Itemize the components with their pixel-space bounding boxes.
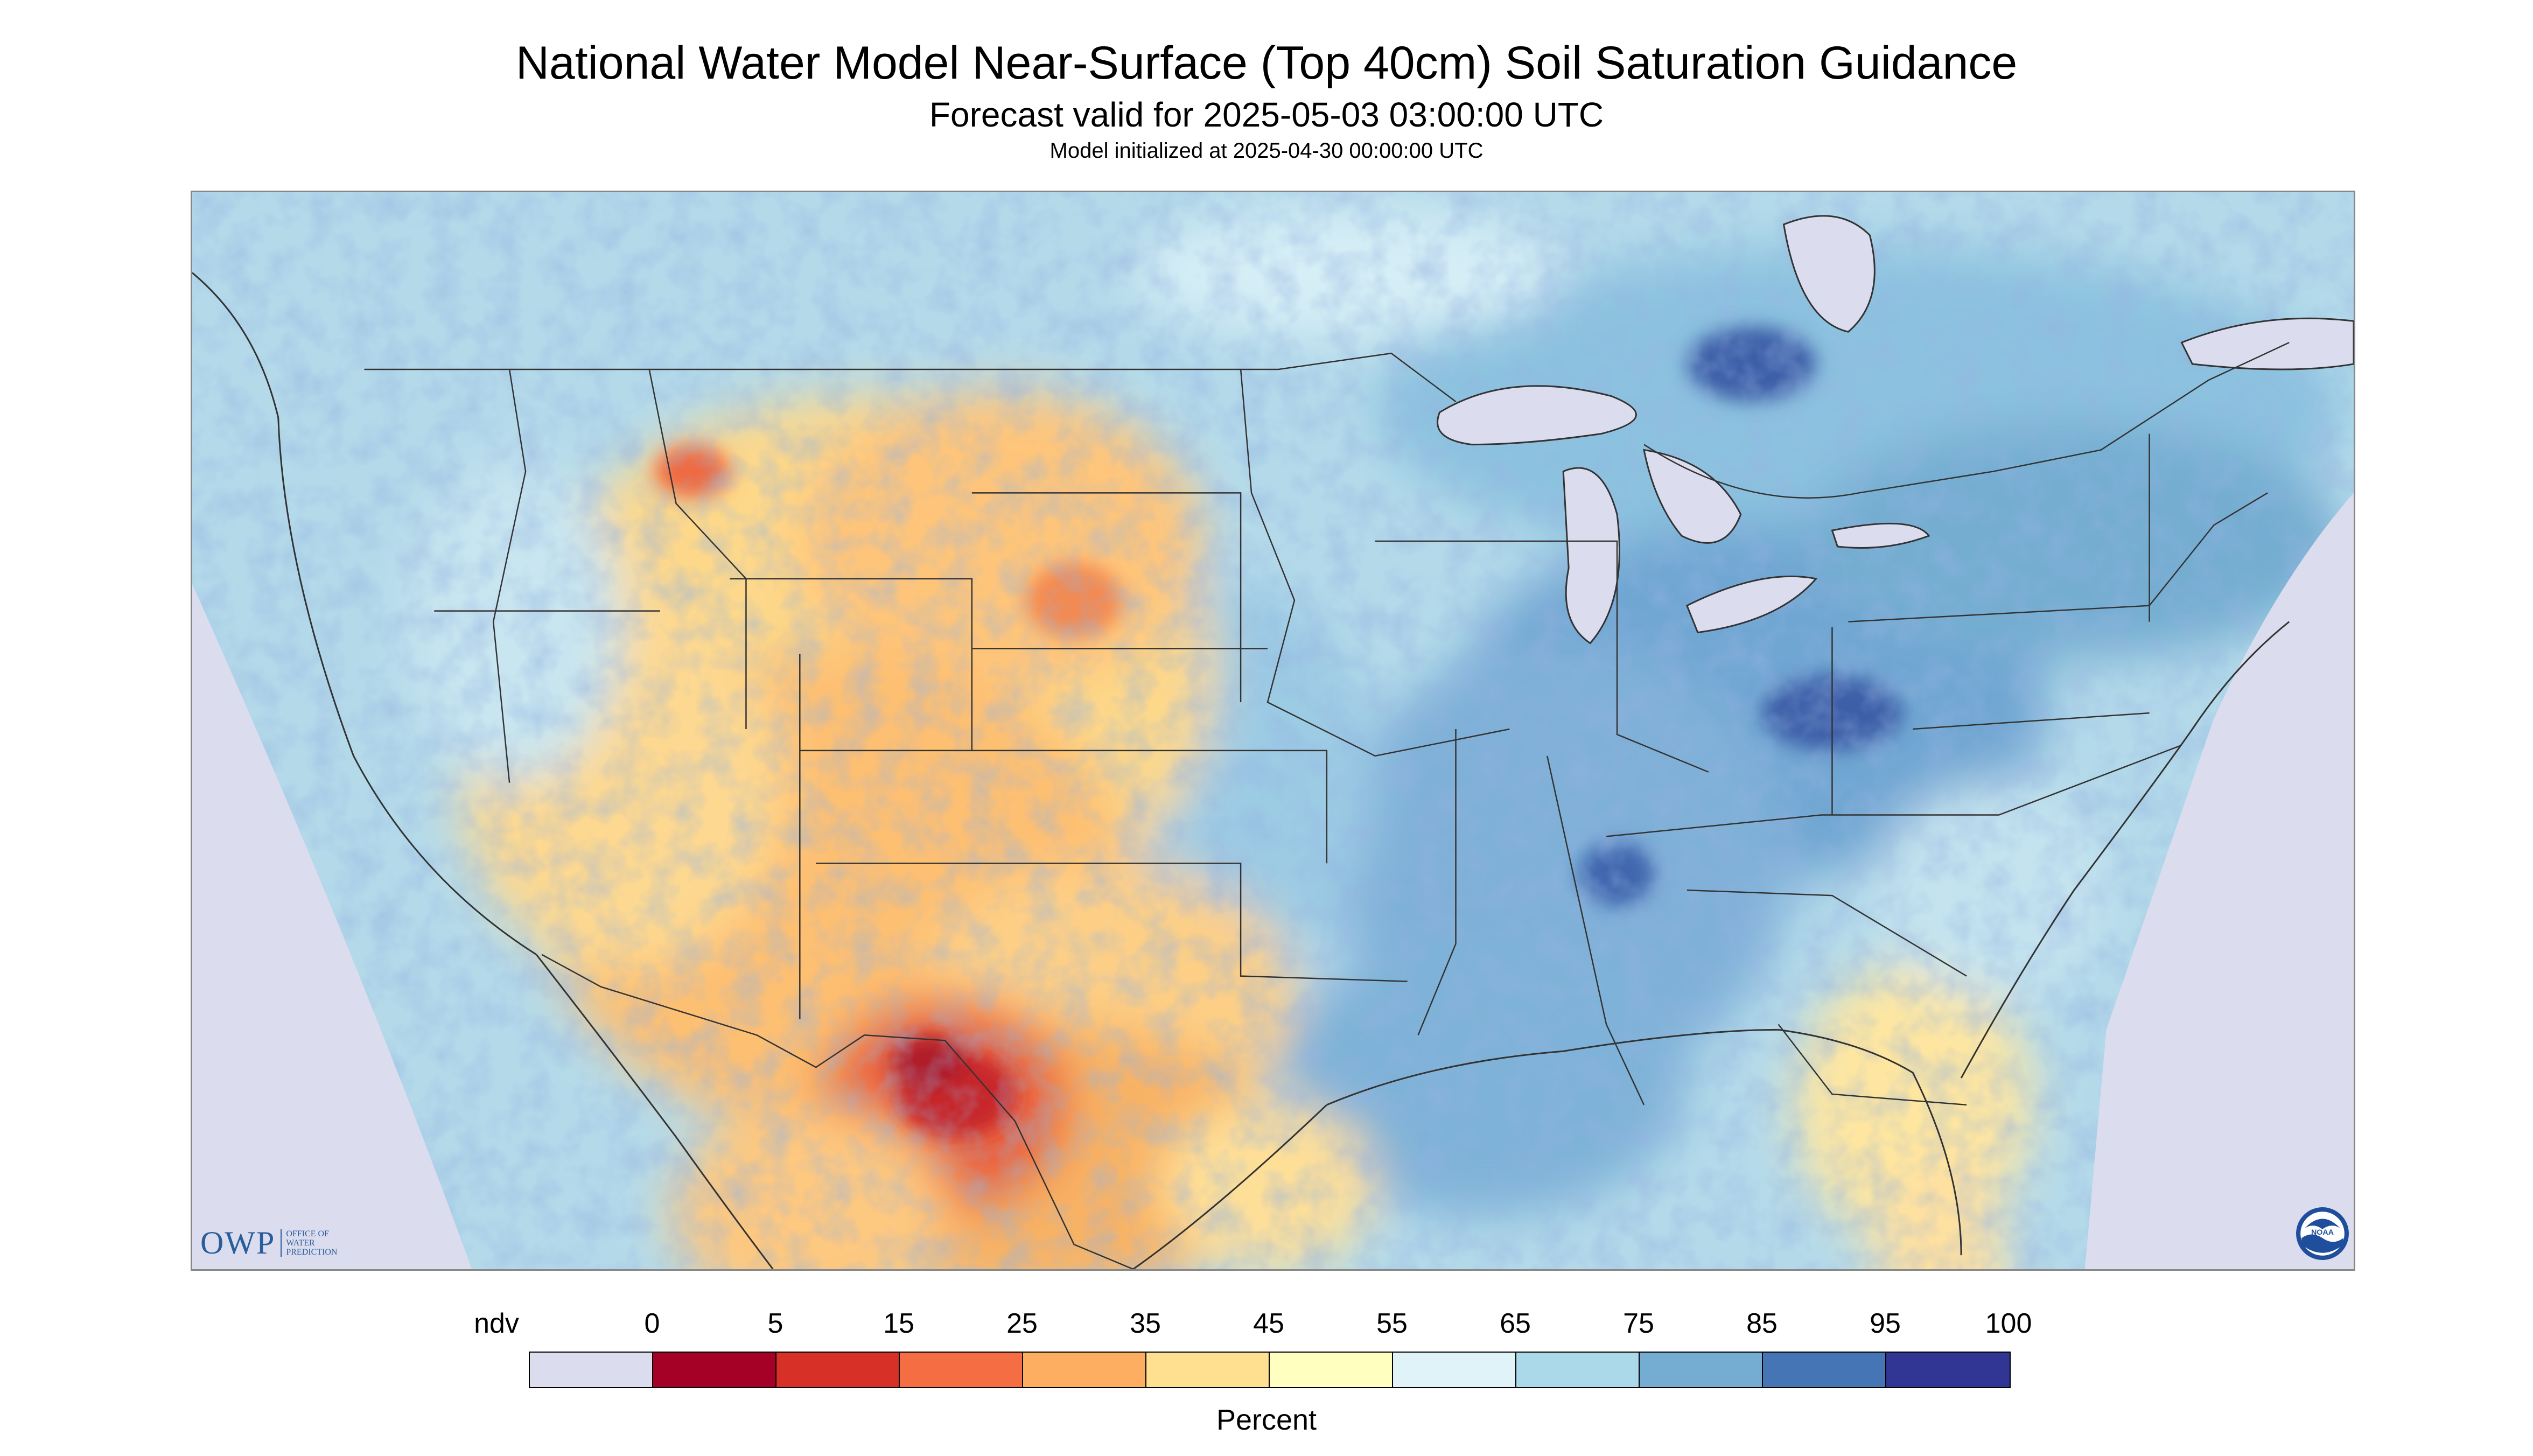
svg-text:NOAA: NOAA [2311, 1228, 2334, 1237]
colorbar-swatch [1393, 1353, 1516, 1387]
colorbar-tick-label: 45 [1253, 1308, 1284, 1339]
colorbar-unit-label: Percent [1216, 1404, 1317, 1436]
land-data-layer [192, 192, 2354, 1269]
colorbar [529, 1352, 2011, 1388]
lakes [1437, 215, 2354, 645]
owp-logo: OWP OFFICE OF WATER PREDICTION [200, 1221, 337, 1264]
owp-logo-subtext: OFFICE OF WATER PREDICTION [281, 1229, 337, 1257]
colorbar-tick-label: 25 [1006, 1308, 1038, 1339]
colorbar-swatch [653, 1353, 776, 1387]
colorbar-swatch [1763, 1353, 1886, 1387]
coastlines [192, 272, 2290, 1269]
noaa-logo: NOAA [2296, 1207, 2349, 1260]
colorbar-tick-label: 95 [1870, 1308, 1901, 1339]
political-boundaries [364, 342, 2290, 1269]
colorbar-swatch [1146, 1353, 1270, 1387]
colorbar-tick-label: 100 [1985, 1308, 2032, 1339]
colorbar-tick-label: 15 [883, 1308, 914, 1339]
owp-logo-text: OWP [200, 1224, 276, 1261]
colorbar-swatch [1886, 1353, 2010, 1387]
colorbar-tick-label: 85 [1746, 1308, 1778, 1339]
colorbar-tick-label: 75 [1623, 1308, 1654, 1339]
soil-saturation-map [192, 192, 2354, 1269]
colorbar-swatch [776, 1353, 900, 1387]
colorbar-tick-label: 0 [644, 1308, 660, 1339]
colorbar-swatch [900, 1353, 1023, 1387]
colorbar-tick-label: 35 [1130, 1308, 1161, 1339]
colorbar-tick-label: 55 [1376, 1308, 1408, 1339]
colorbar-legend: ndv 0 5 15 25 35 45 55 65 75 85 95 100 Percent [0, 1292, 2533, 1454]
colorbar-swatch [1640, 1353, 1763, 1387]
colorbar-swatch [1023, 1353, 1146, 1387]
colorbar-swatch [530, 1353, 653, 1387]
map-panel[interactable] [191, 191, 2355, 1271]
colorbar-swatch [1270, 1353, 1393, 1387]
map-title: National Water Model Near-Surface (Top 4… [515, 37, 2018, 89]
colorbar-swatch [1516, 1353, 1640, 1387]
colorbar-tick-label: 5 [767, 1308, 783, 1339]
model-init-line: Model initialized at 2025-04-30 00:00:00… [1049, 139, 1484, 163]
colorbar-tick-label: 65 [1500, 1308, 1531, 1339]
forecast-valid-subtitle: Forecast valid for 2025-05-03 03:00:00 U… [929, 95, 1604, 134]
colorbar-tick-label: ndv [474, 1308, 519, 1339]
